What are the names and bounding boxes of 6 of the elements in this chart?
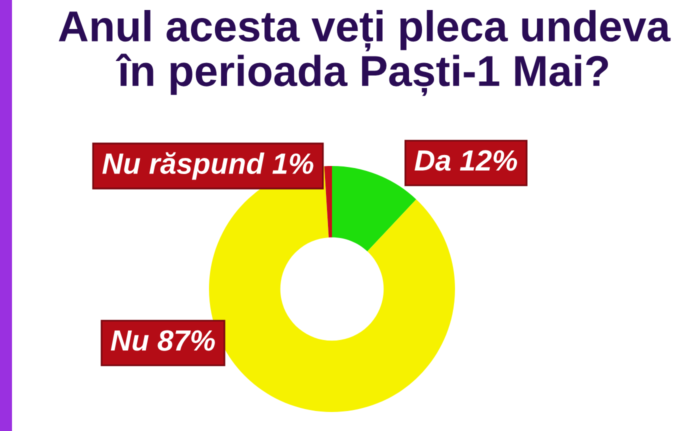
slice-label: Da 12% (414, 150, 518, 171)
donut-slice (332, 166, 416, 252)
chart-title: Anul acesta veți pleca undeva în perioada Paști-1 Mai? (58, 10, 671, 96)
slice-label: Nu 87% (110, 330, 215, 351)
donut-slice (324, 166, 332, 238)
slice-label: Nu răspund 1% (102, 152, 314, 180)
